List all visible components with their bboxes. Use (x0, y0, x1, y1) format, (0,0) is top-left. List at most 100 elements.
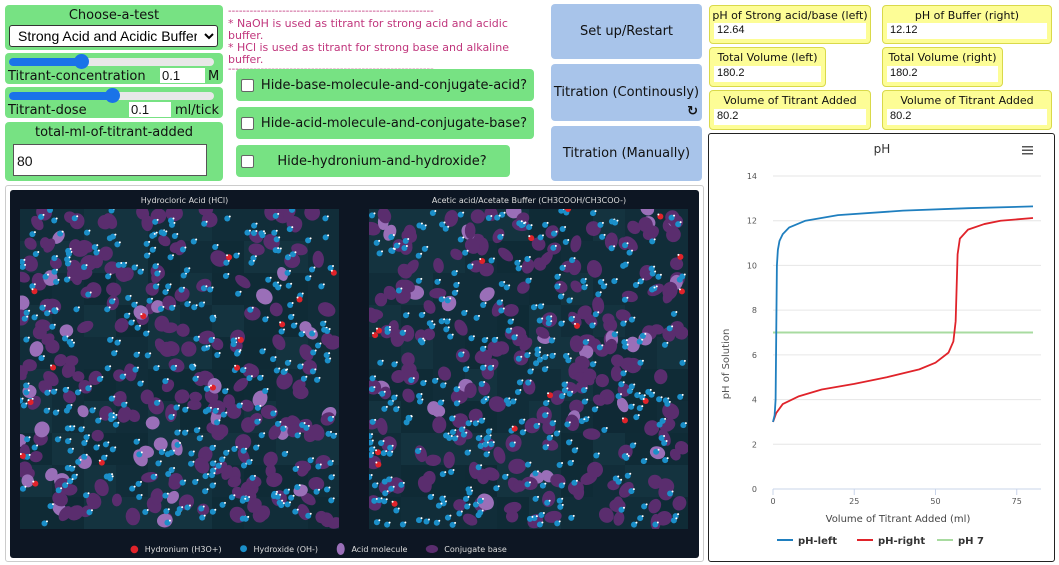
hydroxide-ion (67, 447, 74, 454)
hydroxide-ion (524, 255, 531, 262)
hydroxide-ion (43, 407, 50, 414)
legend-item[interactable]: pH-left (798, 536, 837, 547)
hydroxide-ion (143, 330, 150, 337)
hide-ions-checkbox[interactable]: Hide-hydronium-and-hydroxide? (236, 145, 510, 177)
hydroxide-ion (516, 379, 523, 386)
readout-label: Total Volume (right) (888, 51, 997, 64)
hydroxide-ion (168, 449, 175, 456)
hide-base-checkbox[interactable]: Hide-base-molecule-and-conjugate-acid? (236, 69, 534, 101)
hydroxide-ion (630, 521, 637, 528)
hydroxide-ion (648, 265, 655, 272)
legend-item[interactable]: pH-right (878, 536, 925, 547)
hydroxide-ion (257, 374, 264, 381)
hydroxide-ion (233, 252, 240, 259)
checkbox-icon[interactable] (241, 154, 254, 168)
concentration-slider[interactable] (9, 54, 214, 69)
hydroxide-ion (571, 447, 578, 454)
hide-acid-checkbox[interactable]: Hide-acid-molecule-and-conjugate-base? (236, 107, 534, 139)
hydroxide-ion (170, 364, 177, 371)
molecule (276, 372, 293, 390)
hydroxide-ion (20, 402, 27, 409)
hydroxide-ion (464, 503, 471, 510)
hydroxide-ion (222, 272, 229, 279)
hydroxide-ion (679, 359, 686, 366)
hydroxide-ion (107, 336, 114, 343)
x-axis-label: Volume of Titrant Added (ml) (826, 514, 971, 525)
hydroxide-ion (152, 263, 159, 270)
molecule (104, 261, 119, 275)
hydroxide-ion (534, 346, 541, 353)
molecule (508, 458, 526, 474)
hydroxide-ion (649, 270, 656, 277)
hydroxide-ion (453, 281, 460, 288)
hydroxide-ion (109, 298, 116, 305)
hydroxide-ion (369, 386, 375, 393)
hydroxide-ion (188, 450, 195, 457)
molecule (544, 510, 562, 523)
total-titrant-input[interactable]: 80 (13, 144, 207, 176)
hydroxide-ion (505, 400, 512, 407)
hydroxide-ion (658, 434, 665, 441)
molecule (54, 354, 67, 367)
setup-restart-button[interactable]: Set up/Restart (551, 4, 702, 59)
hydroxide-ion (262, 387, 269, 394)
hydroxide-ion (223, 259, 230, 266)
dose-input[interactable]: 0.1 (129, 102, 171, 117)
hydroxide-ion (539, 482, 546, 489)
molecule (443, 451, 455, 469)
hydroxide-ion (153, 399, 160, 406)
hydroxide-ion (439, 471, 446, 478)
hydroxide-ion (416, 517, 423, 524)
hydroxide-ion (319, 320, 326, 327)
molecule (165, 209, 183, 222)
hydroxide-ion (171, 232, 178, 239)
hydroxide-ion (163, 508, 170, 515)
molecule (263, 451, 278, 467)
hydroxide-ion (406, 415, 413, 422)
molecule (423, 328, 436, 341)
hydroxide-ion (467, 263, 474, 270)
hydroxide-ion (542, 444, 549, 451)
hydroxide-ion (152, 218, 159, 225)
concentration-input[interactable]: 0.1 (160, 68, 205, 83)
hydroxide-ion (451, 435, 458, 442)
hydroxide-ion (218, 456, 225, 463)
hydroxide-ion (251, 222, 258, 229)
hydroxide-ion (387, 399, 394, 406)
molecule (644, 420, 660, 436)
test-select[interactable]: Strong Acid and Acidic Buffer (9, 25, 218, 47)
right-beaker-title: Acetic acid/Acetate Buffer (CH3COOH/CH3C… (431, 196, 627, 205)
hydroxide-ion (384, 328, 391, 335)
hydroxide-ion (551, 230, 558, 237)
hydroxide-ion (562, 352, 569, 359)
hydroxide-ion (451, 289, 458, 296)
choose-test-panel: Choose-a-test Strong Acid and Acidic Buf… (5, 5, 223, 50)
legend-item[interactable]: pH 7 (958, 536, 984, 547)
hydroxide-ion (618, 381, 625, 388)
hydroxide-ion (236, 402, 243, 409)
hydroxide-ion (478, 417, 485, 424)
hydroxide-ion (612, 475, 619, 482)
hydroxide-ion (369, 418, 376, 425)
hydroxide-ion (541, 366, 548, 373)
molecule (374, 292, 388, 307)
molecule (159, 341, 175, 357)
checkbox-icon[interactable] (241, 116, 254, 130)
x-tick-label: 75 (1012, 497, 1022, 506)
titration-manual-button[interactable]: Titration (Manually) (551, 126, 702, 181)
hydroxide-ion (427, 494, 434, 501)
titration-continuous-button[interactable]: Titration (Continously) ↻ (551, 64, 702, 121)
hydroxide-ion (313, 488, 320, 495)
molecule (642, 225, 659, 241)
hydroxide-ion (199, 514, 206, 521)
hydroxide-ion (38, 355, 45, 362)
hydroxide-ion (465, 486, 472, 493)
molecule (29, 341, 44, 357)
dose-slider[interactable] (9, 88, 214, 103)
hydroxide-ion (165, 470, 172, 477)
menu-icon[interactable] (1022, 146, 1033, 155)
hydroxide-ion (376, 250, 383, 257)
molecule (117, 406, 132, 423)
hydroxide-ion (246, 459, 253, 466)
checkbox-icon[interactable] (241, 78, 254, 92)
